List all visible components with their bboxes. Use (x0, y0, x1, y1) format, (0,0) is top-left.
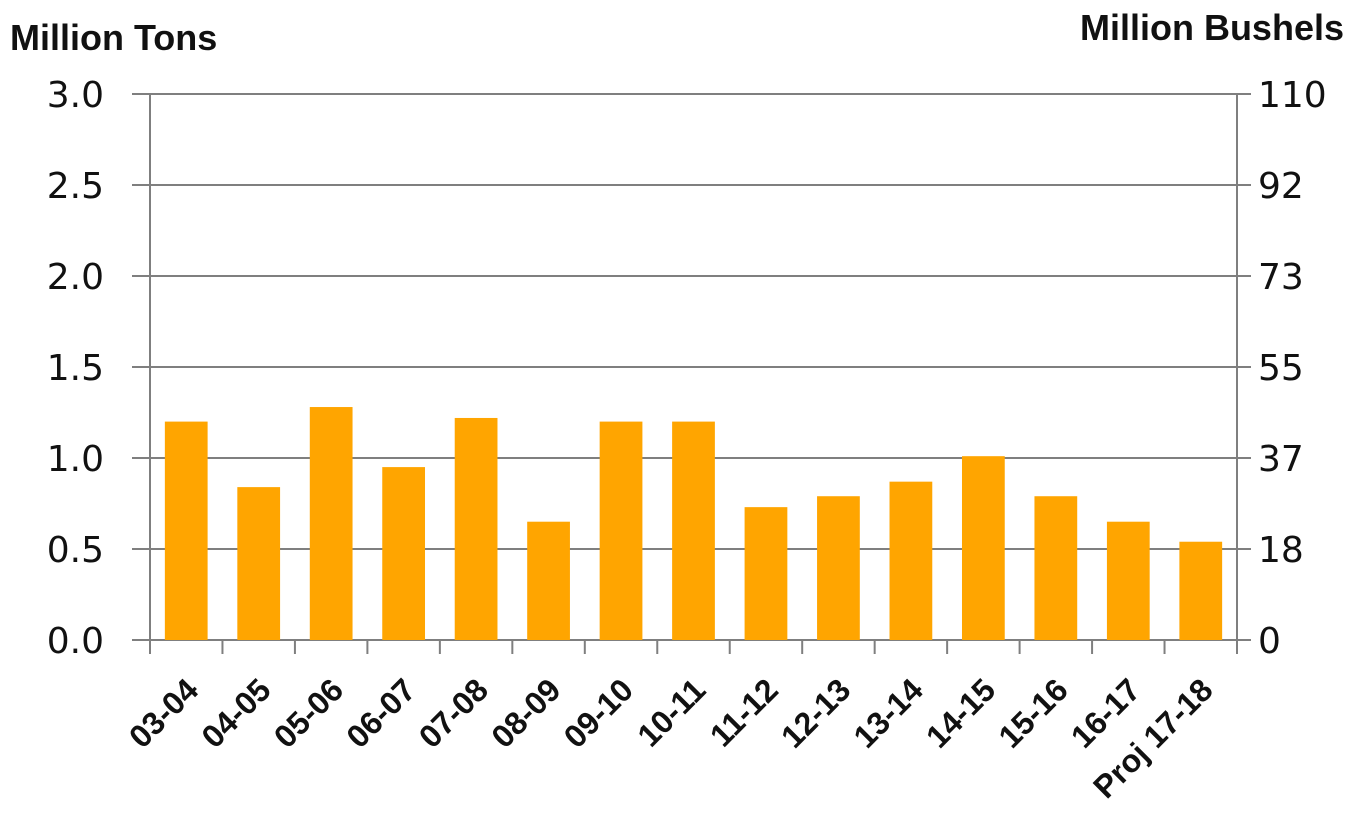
left-tick-label: 1.0 (47, 439, 104, 480)
x-tick-label: 05-06 (267, 671, 350, 754)
left-axis-title: Million Tons (10, 17, 217, 58)
left-tick-label: 0.0 (47, 621, 104, 662)
bar (672, 421, 715, 640)
bar (744, 507, 788, 640)
x-tick-label: 07-08 (412, 671, 495, 754)
right-tick-label: 18 (1258, 530, 1304, 571)
x-tick-label: 15-16 (991, 671, 1074, 754)
x-tick-label: 04-05 (194, 671, 277, 754)
left-tick-label: 0.5 (47, 530, 104, 571)
bar (1179, 541, 1223, 640)
x-tick-label: 09-10 (557, 671, 640, 754)
axes (149, 94, 1238, 654)
right-tick-label: 110 (1258, 75, 1327, 116)
right-tick-label: 55 (1258, 348, 1304, 389)
bar (382, 467, 426, 640)
x-tick-label: 06-07 (339, 671, 422, 754)
right-tick-label: 73 (1258, 257, 1304, 298)
x-tick-label: 10-11 (630, 671, 712, 753)
x-tick-label: 13-14 (847, 671, 930, 754)
right-tick-label: 37 (1258, 439, 1304, 480)
bar (309, 407, 353, 640)
bar (527, 521, 570, 640)
bar (1106, 521, 1150, 640)
bar (889, 481, 933, 640)
bar (599, 421, 643, 640)
x-tick-label: 11-12 (703, 671, 785, 753)
x-tick-label: 08-09 (484, 671, 567, 754)
left-tick-label: 1.5 (47, 348, 104, 389)
bar (817, 496, 860, 640)
bar (164, 421, 208, 640)
left-tick-label: 3.0 (47, 75, 104, 116)
x-tick-label: 03-04 (122, 671, 205, 754)
bar (1034, 496, 1078, 640)
bar (961, 456, 1005, 640)
right-tick-label: 92 (1258, 166, 1304, 207)
bar (237, 487, 281, 640)
left-tick-label: 2.0 (47, 257, 104, 298)
bar (454, 417, 498, 640)
bars (164, 407, 1223, 640)
x-tick-label: 14-15 (919, 671, 1002, 754)
left-tick-label: 2.5 (47, 166, 104, 207)
right-axis-title: Million Bushels (1080, 7, 1344, 48)
x-tick-label: 12-13 (774, 671, 857, 754)
right-tick-label: 0 (1258, 621, 1281, 662)
